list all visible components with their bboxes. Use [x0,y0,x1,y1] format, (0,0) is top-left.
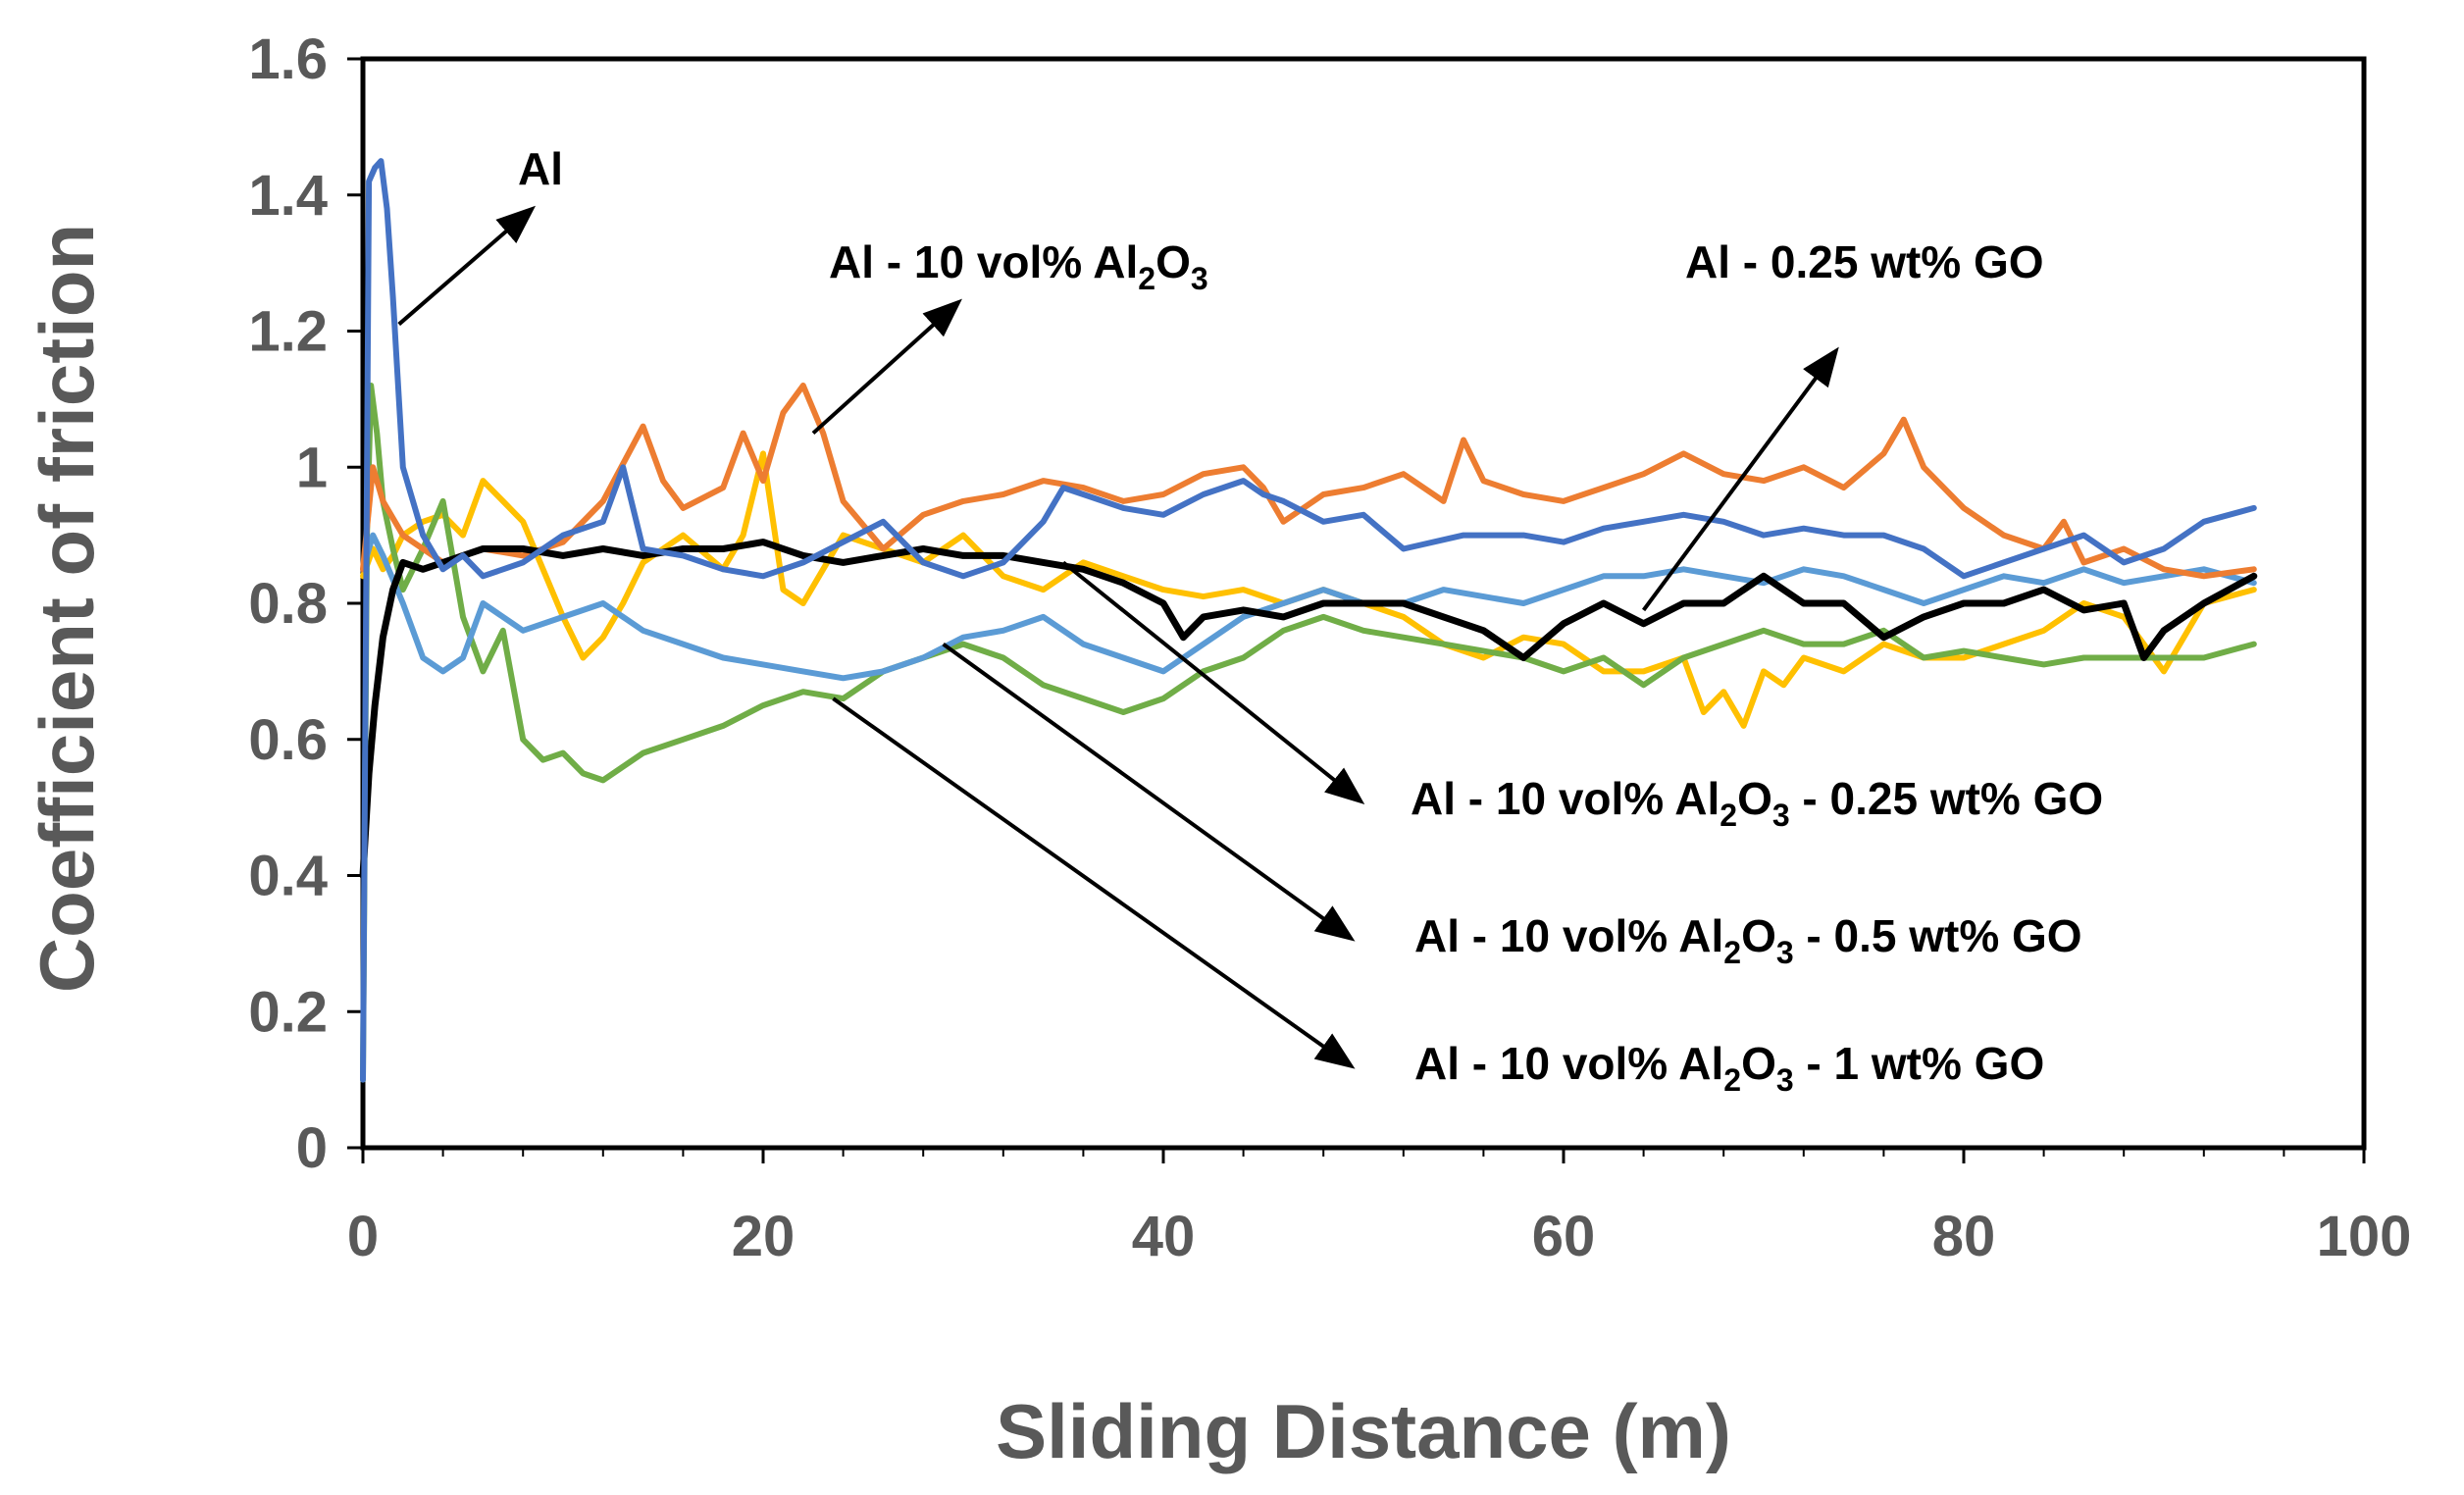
x-tick-label: 80 [1932,1205,1996,1268]
series-line-2 [360,383,2257,580]
y-tick-label: 0 [296,1116,328,1180]
y-tick-label: 0.2 [248,980,328,1044]
annotation-arrow [942,643,1356,942]
x-tick-label: 40 [1132,1205,1196,1268]
annotation-al: Al [518,143,563,194]
y-tick-label: 1.2 [248,300,328,364]
annotation-arrow [811,298,962,436]
y-tick-label: 1.4 [248,164,328,228]
y-tick-label: 0.6 [248,708,328,772]
y-tick-label: 1 [296,436,328,499]
y-tick-label: 0.4 [248,845,328,908]
x-axis-title: Sliding Distance (m) [996,1388,1731,1474]
x-tick-label: 0 [347,1205,379,1268]
series-line-1 [360,158,2257,1083]
annotation-arrow [832,696,1356,1069]
annotation-hybrid-05go: Al - 10 vol% Al2O3 - 0.5 wt% GO [1414,910,2082,970]
y-tick-label: 1.6 [248,27,328,91]
annotation-al-al2o3: Al - 10 vol% Al2O3 [829,236,1208,296]
series-line-6 [360,383,2257,1083]
x-tick-label: 20 [732,1205,796,1268]
annotation-hybrid-025go: Al - 10 vol% Al2O3 - 0.25 wt% GO [1411,773,2103,833]
annotation-al-go: Al - 0.25 wt% GO [1685,236,2044,287]
series-line-3 [359,539,2258,879]
series-line-5 [360,532,2257,682]
y-tick-label: 0.8 [248,572,328,636]
series-line-4 [360,450,2257,729]
y-axis-title: Coefficient of friction [24,224,110,993]
x-tick-label: 100 [2317,1205,2412,1268]
annotation-arrow [397,205,537,327]
x-tick-label: 60 [1532,1205,1596,1268]
annotation-arrow [1061,560,1365,805]
annotation-arrow [1641,346,1839,612]
annotation-hybrid-1go: Al - 10 vol% Al2O3 - 1 wt% GO [1414,1038,2044,1098]
